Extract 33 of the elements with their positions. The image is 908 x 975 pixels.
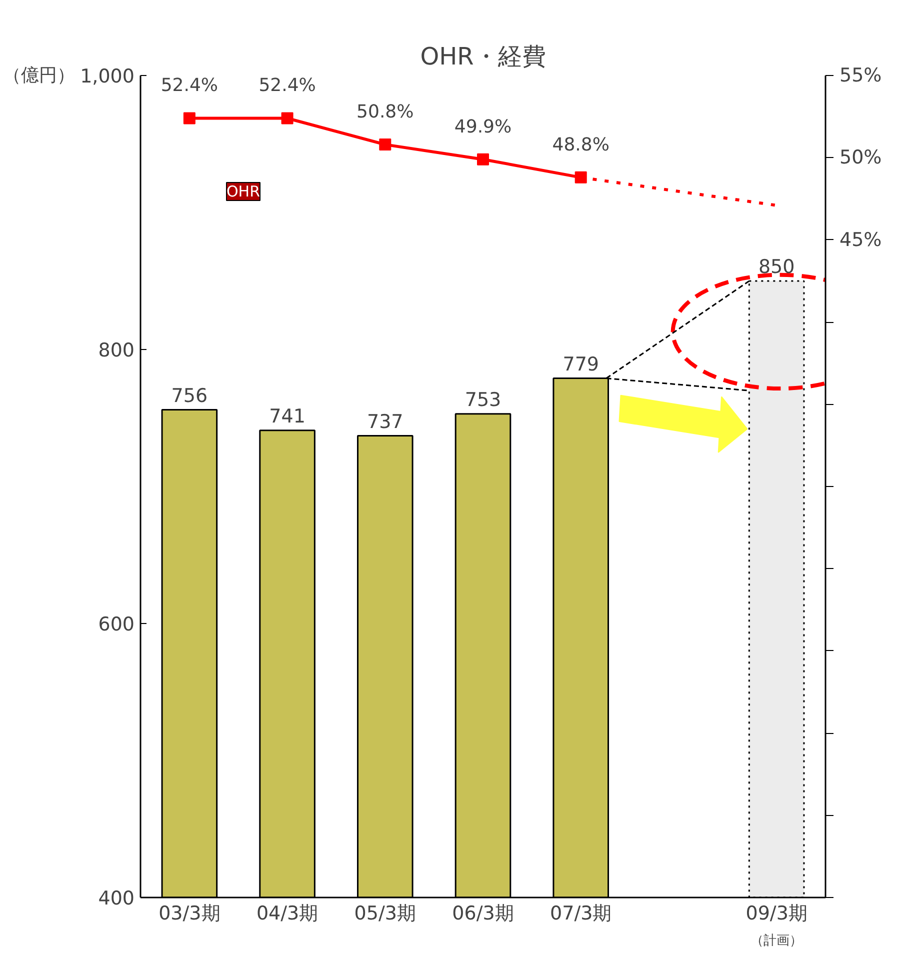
point [477, 153, 489, 166]
data-label: 850 [758, 256, 795, 278]
x-tick-label: 03/3期 [158, 902, 220, 924]
data-label: 779 [562, 353, 599, 376]
y-axis-title: （億円） [3, 65, 76, 86]
y-tick-label: 800 [98, 340, 134, 362]
x-tick-label: 06/3期 [452, 902, 514, 924]
x-tick-label: 05/3期 [354, 902, 416, 924]
y-tick-label: 400 [98, 888, 134, 910]
point [379, 138, 392, 151]
data-label: 52.4% [160, 75, 218, 96]
data-label: 753 [464, 388, 502, 411]
data-label: 50.8% [356, 102, 414, 123]
y2-tick-label: 55% [840, 64, 882, 86]
x-tick-label: 07/3期 [550, 902, 612, 924]
y-tick-label: 1,000 [80, 66, 135, 88]
y2-tick-label: 50% [840, 146, 882, 169]
point [183, 112, 196, 124]
x-tick-label: 04/3期 [256, 902, 318, 924]
data-label: 48.8% [552, 134, 610, 156]
text: （計画） [750, 934, 803, 948]
x-tick-label: 09/3期 [746, 902, 808, 924]
data-label: 49.9% [454, 116, 512, 138]
data-label: 756 [171, 384, 208, 407]
y2-tick-label: 45% [840, 228, 882, 251]
chart-title: OHR・経費 [420, 42, 546, 70]
text: OHR [226, 182, 260, 200]
point [281, 112, 294, 124]
data-label: 737 [367, 410, 404, 433]
data-label: 52.4% [258, 75, 316, 96]
y-tick-label: 600 [98, 614, 134, 636]
point [574, 171, 587, 184]
data-label: 741 [269, 405, 306, 428]
